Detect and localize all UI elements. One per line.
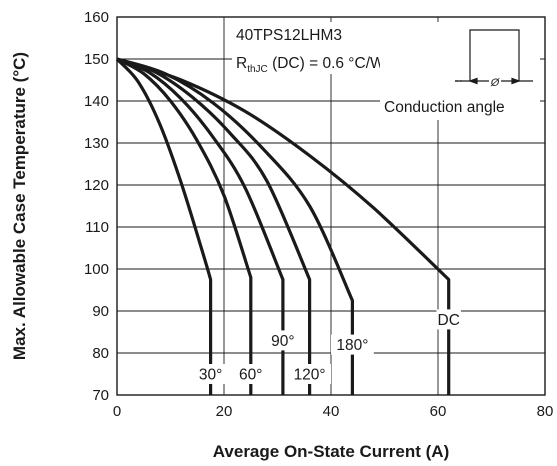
y-tick-label: 70 — [92, 387, 109, 404]
series-line-60° — [116, 57, 253, 395]
series-label-background — [436, 309, 461, 330]
angle-symbol: Ø — [490, 77, 501, 89]
x-tick-label: 20 — [216, 403, 233, 420]
y-tick-label: 90 — [92, 303, 109, 320]
series-line-90° — [116, 57, 285, 395]
thermal-resistance-note: RthJC (DC) = 0.6 °C/W — [236, 55, 385, 75]
x-tick-label: 0 — [113, 403, 121, 420]
series-label: 90° — [271, 333, 294, 350]
x-tick-label: 40 — [323, 403, 340, 420]
series-line-DC — [116, 57, 451, 395]
curves — [115, 57, 451, 395]
angle-symbol-bg — [489, 74, 501, 88]
plot-frame — [116, 16, 546, 396]
y-axis-title: Max. Allowable Case Temperature (°C) — [10, 52, 29, 360]
series-label-background — [331, 334, 374, 355]
series-label-background — [233, 364, 268, 384]
y-tick-label: 130 — [84, 135, 109, 152]
conduction-angle-caption: Conduction angle — [384, 99, 505, 116]
series-line-30° — [115, 57, 213, 395]
tick-labels: 70 80 90 100 110 120 130 140 150 160 0 20 40 60 80 — [84, 9, 553, 420]
y-tick-label: 150 — [84, 51, 109, 68]
y-tick-label: 140 — [84, 93, 109, 110]
chart-title: 40TPS12LHM3 — [236, 27, 342, 44]
inset-background — [380, 22, 540, 120]
y-tick-label: 80 — [92, 345, 109, 362]
series-label-background — [193, 364, 228, 384]
series-label: 30° — [199, 367, 222, 384]
series-label: DC — [438, 312, 460, 329]
series-label-background — [266, 330, 300, 351]
series-label: 180° — [336, 337, 368, 354]
x-tick-label: 80 — [537, 403, 554, 420]
series-label: 60° — [239, 367, 262, 384]
y-tick-label: 120 — [84, 177, 109, 194]
x-tick-label: 60 — [430, 403, 447, 420]
y-tick-label: 160 — [84, 9, 109, 26]
y-tick-label: 110 — [85, 219, 109, 236]
series-labels: 30° 60° 90°120° 180° DC — [193, 309, 461, 384]
y-tick-label: 100 — [84, 261, 109, 278]
series-label: 120° — [294, 367, 326, 384]
x-axis-title: Average On-State Current (A) — [213, 442, 449, 461]
series-label-background — [288, 364, 331, 384]
